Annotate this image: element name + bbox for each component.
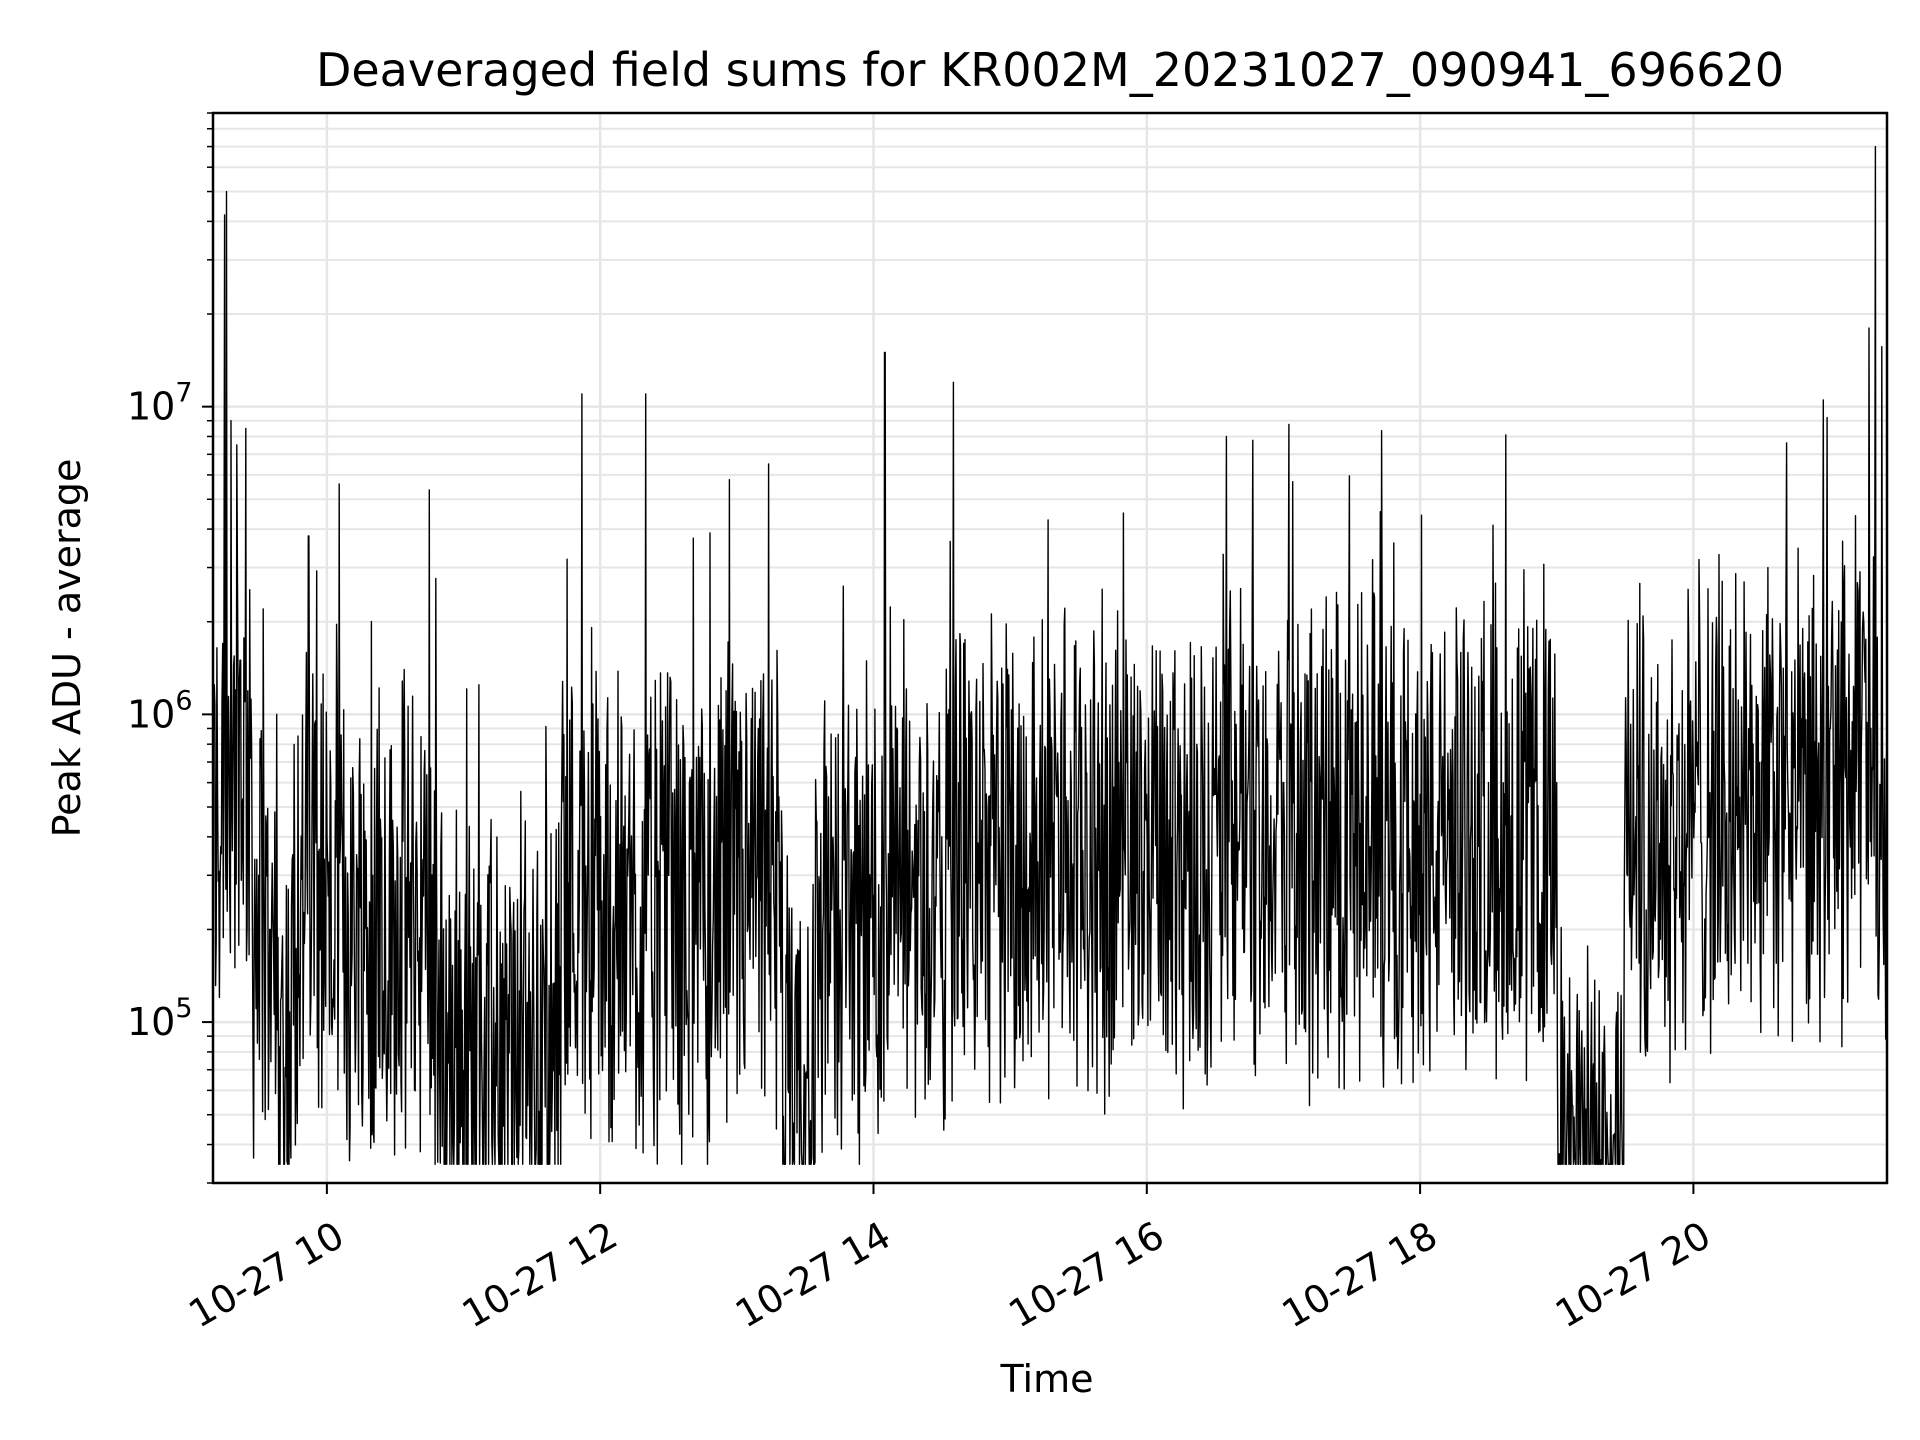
y-tick-label: 106 <box>127 685 193 736</box>
series-line <box>212 145 1888 1166</box>
plot-area <box>212 145 1888 1166</box>
y-axis-label: Peak ADU - average <box>45 459 89 838</box>
chart-title: Deaveraged field sums for KR002M_2023102… <box>316 43 1784 97</box>
y-tick-label: 107 <box>127 378 193 429</box>
x-axis-label: Time <box>1000 1357 1094 1401</box>
y-tick-label: 105 <box>127 993 193 1044</box>
plot-frame <box>211 111 1889 1185</box>
